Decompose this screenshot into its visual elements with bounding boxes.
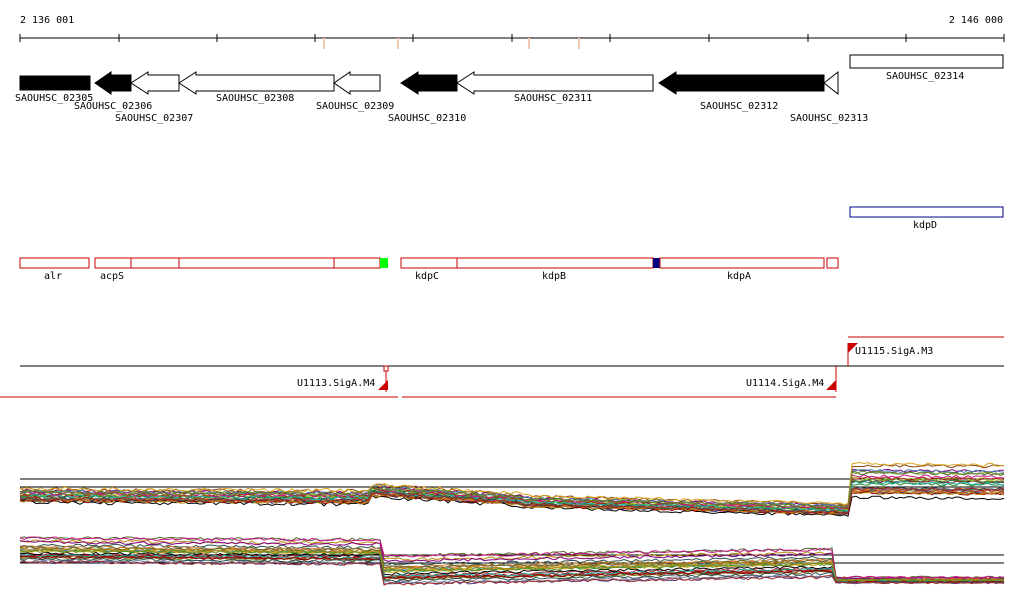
operon-track-upper: kdpD [849,206,1004,231]
gene-label-saouhsc-02314: SAOUHSC_02314 [886,71,964,82]
position-ruler: 2 136 001 2 146 000 [19,15,1005,49]
expression-lower-line [19,540,1004,580]
expression-track-upper [19,461,1005,517]
gene-label-saouhsc-02311: SAOUHSC_02311 [514,93,592,104]
expression-profiles-upper [19,461,1005,517]
operon-label-kdpa: kdpA [727,271,751,282]
operon-segment-kdpc[interactable] [400,257,458,269]
gene-label-saouhsc-02308: SAOUHSC_02308 [216,93,294,104]
operon-segment-alr[interactable] [19,257,90,269]
gene-arrow-saouhsc-02305[interactable] [19,75,91,91]
promoter-flag-1[interactable] [378,380,388,390]
operon-label-acps: acpS [100,271,124,282]
operon-label-alr: alr [44,271,62,282]
promoter-flag-3[interactable] [848,343,858,353]
navy-marker[interactable] [653,258,660,268]
expression-lower-line [19,557,1005,584]
expression-upper-line [19,471,1005,509]
expression-lower-line [19,549,1005,582]
ruler-start-label: 2 136 001 [20,15,74,26]
gene-label-saouhsc-02309: SAOUHSC_02309 [316,101,394,112]
gene-label-saouhsc-02305: SAOUHSC_02305 [15,93,93,104]
genes-track: SAOUHSC_02305 SAOUHSC_02306 SAOUHSC_0230… [15,54,1004,124]
ruler-ticks [19,34,1005,49]
operon-segment-kdpa[interactable] [659,257,825,269]
gene-label-saouhsc-02306: SAOUHSC_02306 [74,101,152,112]
gene-box-saouhsc-02314[interactable] [849,54,1004,69]
ruler-end-label: 2 146 000 [949,15,1003,26]
green-marker[interactable] [380,258,388,268]
gene-arrow-saouhsc-02308[interactable] [178,71,335,95]
operon-segment-5[interactable] [333,257,381,269]
expression-upper-line [19,486,1005,514]
operon-label-kdpd: kdpD [913,220,937,231]
operon-segment-4[interactable] [178,257,335,269]
gene-label-saouhsc-02313: SAOUHSC_02313 [790,113,868,124]
expression-upper-line [19,486,1005,514]
gene-arrow-saouhsc-02307[interactable] [130,71,180,95]
operon-kdpd[interactable] [849,206,1004,218]
promoter-track: U1113.SigA.M4 U1114.SigA.M4 U1115.SigA.M… [0,336,1004,398]
expression-profiles-lower [19,536,1005,586]
operon-segment-kdpb[interactable] [456,257,654,269]
gene-arrow-saouhsc-02310[interactable] [400,71,458,95]
expression-lower-line [19,546,1005,581]
promoter-label-u1114: U1114.SigA.M4 [746,378,824,389]
gene-arrow-saouhsc-02313[interactable] [823,70,839,96]
operon-track: alr acpS kdpC kdpB kdpA [19,257,839,282]
gene-label-saouhsc-02310: SAOUHSC_02310 [388,113,466,124]
promoter-flag-2[interactable] [826,380,836,390]
gene-arrow-saouhsc-02309[interactable] [333,71,381,95]
expression-lower-line [19,560,1005,586]
gene-arrow-saouhsc-02311[interactable] [456,71,654,95]
expression-upper-line [19,470,1005,508]
expression-track-lower [19,536,1005,586]
promoter-box-1 [383,365,389,372]
operon-label-kdpb: kdpB [542,271,566,282]
promoter-label-u1113: U1113.SigA.M4 [297,378,375,389]
expression-upper-line [19,461,1005,506]
operon-segment-small[interactable] [826,257,839,269]
operon-segment-3[interactable] [130,257,180,269]
gene-arrow-saouhsc-02306[interactable] [94,71,132,95]
gene-arrow-saouhsc-02312[interactable] [658,71,825,95]
operon-label-kdpc: kdpC [415,271,439,282]
gene-label-saouhsc-02312: SAOUHSC_02312 [700,101,778,112]
expression-upper-line [19,474,1005,510]
gene-label-saouhsc-02307: SAOUHSC_02307 [115,113,193,124]
promoter-label-u1115: U1115.SigA.M3 [855,346,933,357]
operon-segment-acps[interactable] [94,257,132,269]
